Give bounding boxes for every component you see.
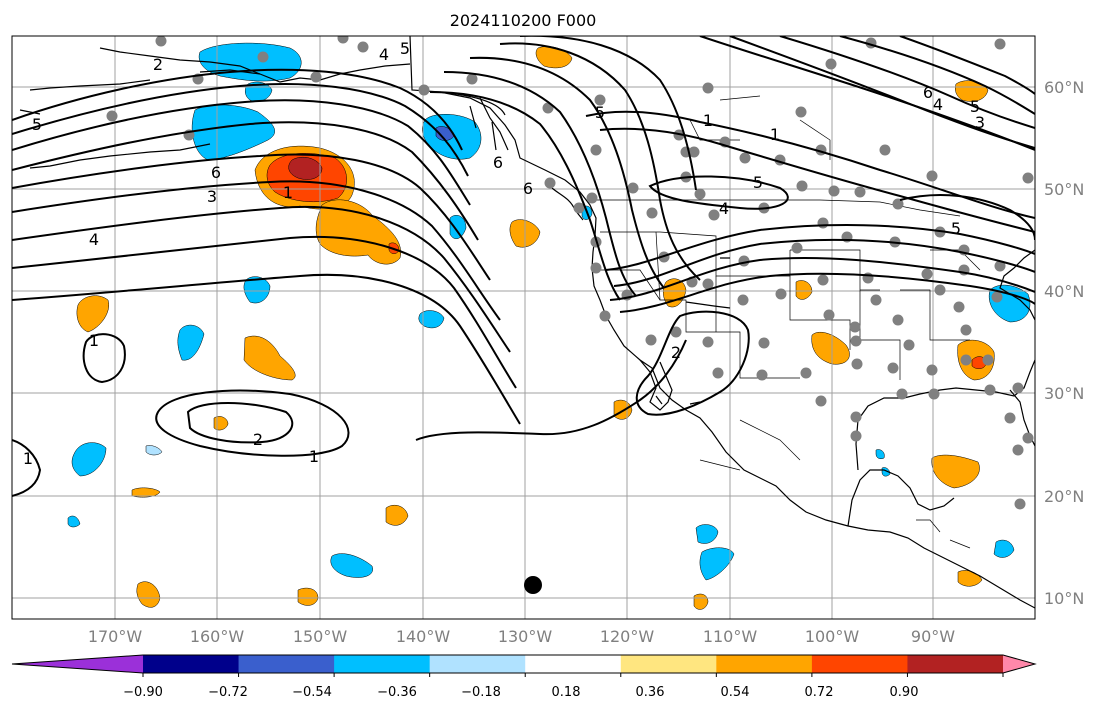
svg-text:140°W: 140°W xyxy=(396,627,451,646)
svg-text:5: 5 xyxy=(400,39,410,58)
colorbar-label: 0.54 xyxy=(721,685,750,700)
colorbar-label: −0.36 xyxy=(377,685,417,700)
svg-text:6: 6 xyxy=(523,179,533,198)
colorbar-extend-high xyxy=(1003,655,1035,673)
colorbar-label: 0.36 xyxy=(636,685,665,700)
svg-text:5: 5 xyxy=(970,97,980,116)
svg-text:120°W: 120°W xyxy=(600,627,655,646)
svg-text:1: 1 xyxy=(23,449,33,468)
svg-text:20°N: 20°N xyxy=(1044,487,1084,506)
svg-text:6: 6 xyxy=(923,83,933,102)
colorbar-segment xyxy=(143,655,240,673)
svg-text:40°N: 40°N xyxy=(1044,282,1084,301)
svg-text:150°W: 150°W xyxy=(293,627,348,646)
colorbar-label: 0.72 xyxy=(805,685,834,700)
svg-text:1: 1 xyxy=(770,125,780,144)
svg-text:3: 3 xyxy=(207,187,217,206)
colorbar-label: −0.18 xyxy=(461,685,501,700)
colorbar-label: 0.18 xyxy=(552,685,581,700)
negative-anomaly-shading xyxy=(67,42,1031,581)
svg-text:1: 1 xyxy=(309,447,319,466)
colorbar-segment xyxy=(429,655,526,673)
svg-text:4: 4 xyxy=(379,45,389,64)
colorbar-segment xyxy=(811,655,908,673)
colorbar-segment xyxy=(907,655,1004,673)
svg-text:6: 6 xyxy=(493,153,503,172)
svg-text:90°W: 90°W xyxy=(911,627,955,646)
colorbar-label: 0.90 xyxy=(890,685,919,700)
svg-text:100°W: 100°W xyxy=(805,627,860,646)
colorbar-segment xyxy=(238,655,335,673)
colorbar-extend-low xyxy=(12,655,143,673)
longitude-labels: 170°W 160°W 150°W 140°W 130°W 120°W 110°… xyxy=(88,627,955,646)
svg-text:30°N: 30°N xyxy=(1044,384,1084,403)
svg-text:1: 1 xyxy=(89,331,99,350)
contour-lines xyxy=(12,36,1035,497)
colorbar-label: −0.72 xyxy=(208,685,248,700)
map-title: 2024110200 F000 xyxy=(450,11,597,30)
svg-text:160°W: 160°W xyxy=(190,627,245,646)
svg-text:5: 5 xyxy=(32,115,42,134)
colorbar-segment xyxy=(334,655,431,673)
colorbar-segment xyxy=(716,655,813,673)
svg-text:50°N: 50°N xyxy=(1044,180,1084,199)
map-frame xyxy=(11,35,1036,620)
colorbar-segment xyxy=(620,655,717,673)
svg-text:2: 2 xyxy=(253,430,263,449)
colorbar-labels: −0.90 −0.72 −0.54 −0.36 −0.18 0.18 0.36 … xyxy=(123,685,918,700)
colorbar: −0.90 −0.72 −0.54 −0.36 −0.18 0.18 0.36 … xyxy=(11,654,1037,700)
lat-lon-grid xyxy=(12,36,1035,619)
map-area: 2 4 5 5 5 6 1 3 4 1 5 6 5 4 3 1 4 5 6 1 … xyxy=(12,36,1035,619)
svg-text:130°W: 130°W xyxy=(498,627,553,646)
latitude-labels: 60°N 50°N 40°N 30°N 20°N 10°N xyxy=(1044,78,1084,608)
svg-text:3: 3 xyxy=(975,113,985,132)
contour-labels: 2 4 5 5 5 6 1 3 4 1 5 6 5 4 3 1 4 5 6 1 … xyxy=(23,39,985,468)
marker-dot xyxy=(524,576,542,594)
svg-text:4: 4 xyxy=(89,230,99,249)
svg-text:1: 1 xyxy=(283,183,293,202)
colorbar-ticks xyxy=(142,673,1004,677)
svg-text:5: 5 xyxy=(753,173,763,192)
svg-text:60°N: 60°N xyxy=(1044,78,1084,97)
svg-text:6: 6 xyxy=(211,163,221,182)
colorbar-segments xyxy=(12,655,1035,673)
svg-text:170°W: 170°W xyxy=(88,627,143,646)
svg-text:2: 2 xyxy=(671,343,681,362)
svg-text:1: 1 xyxy=(703,111,713,130)
colorbar-label: −0.90 xyxy=(123,685,163,700)
svg-text:2: 2 xyxy=(153,55,163,74)
svg-text:10°N: 10°N xyxy=(1044,589,1084,608)
colorbar-segment xyxy=(525,655,622,673)
svg-text:4: 4 xyxy=(933,95,943,114)
svg-text:110°W: 110°W xyxy=(703,627,758,646)
svg-text:5: 5 xyxy=(951,219,961,238)
svg-text:5: 5 xyxy=(595,103,605,122)
svg-text:4: 4 xyxy=(719,199,729,218)
colorbar-label: −0.54 xyxy=(292,685,332,700)
